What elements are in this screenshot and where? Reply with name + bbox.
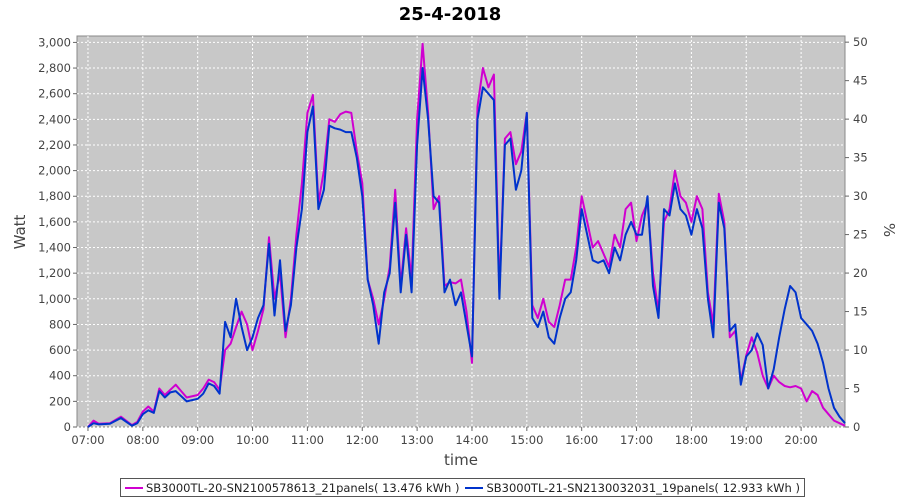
legend-item-sb3000tl-21: SB3000TL-21-SN2130032031_19panels( 12.93… [465,480,800,495]
y-tick-label: 2,600 [38,87,71,101]
series-line-2 [87,67,846,428]
y-tick-label: 0 [64,420,71,434]
y2-tick-label: 35 [853,151,868,165]
x-tick-label: 20:00 [785,433,818,447]
x-tick-label: 09:00 [181,433,214,447]
series-line-1 [87,42,846,428]
x-tick-label: 14:00 [455,433,488,447]
x-tick-label: 15:00 [510,433,543,447]
x-tick-label: 07:00 [71,433,104,447]
y-tick-label: 1,600 [38,215,71,229]
legend-label: SB3000TL-21-SN2130032031_19panels( 12.93… [486,480,800,495]
legend-swatch-magenta [125,486,143,489]
y2-tick-label: 25 [853,228,868,242]
x-tick-label: 18:00 [675,433,708,447]
y-tick-label: 1,000 [38,292,71,306]
y-axis-title: Watt [11,214,29,249]
y2-tick-label: 50 [853,35,868,49]
y-tick-label: 1,200 [38,266,71,280]
x-tick-label: 13:00 [401,433,434,447]
x-tick-label: 17:00 [620,433,653,447]
x-tick-label: 12:00 [346,433,379,447]
x-tick-label: 10:00 [236,433,269,447]
y-tick-label: 1,800 [38,189,71,203]
y-tick-label: 2,400 [38,112,71,126]
x-tick-label: 19:00 [730,433,763,447]
legend-swatch-blue [465,486,484,489]
legend-item-sb3000tl-20: SB3000TL-20-SN2100578613_21panels( 13.47… [125,481,459,495]
x-tick-label: 08:00 [126,433,159,447]
y-tick-label: 2,000 [38,164,71,178]
y2-tick-label: 5 [853,382,860,396]
y2-tick-label: 45 [853,74,868,88]
y-tick-label: 800 [49,317,71,331]
y2-axis-title: % [880,223,898,237]
x-tick-label: 11:00 [291,433,324,447]
y-tick-label: 2,800 [38,61,71,75]
x-axis-title: time [444,451,478,469]
y-tick-label: 2,200 [38,138,71,152]
y2-tick-label: 0 [853,420,860,434]
y-tick-label: 400 [49,369,71,383]
y-tick-label: 600 [49,343,71,357]
y2-tick-label: 30 [853,189,868,203]
y2-tick-label: 40 [853,112,868,126]
y2-tick-label: 20 [853,266,868,280]
series-layer [87,42,846,428]
y2-tick-label: 10 [853,343,868,357]
x-tick-label: 16:00 [565,433,598,447]
axes: 02004006008001,0001,2001,4001,6001,8002,… [38,35,868,447]
legend-label: SB3000TL-20-SN2100578613_21panels( 13.47… [146,480,460,495]
chart-title: 25-4-2018 [399,4,502,25]
y-tick-label: 1,400 [38,241,71,255]
plot-area [76,35,846,428]
y2-tick-label: 15 [853,305,868,319]
y-tick-label: 200 [49,394,71,408]
y-tick-label: 3,000 [38,35,71,49]
legend: SB3000TL-20-SN2100578613_21panels( 13.47… [120,478,805,497]
